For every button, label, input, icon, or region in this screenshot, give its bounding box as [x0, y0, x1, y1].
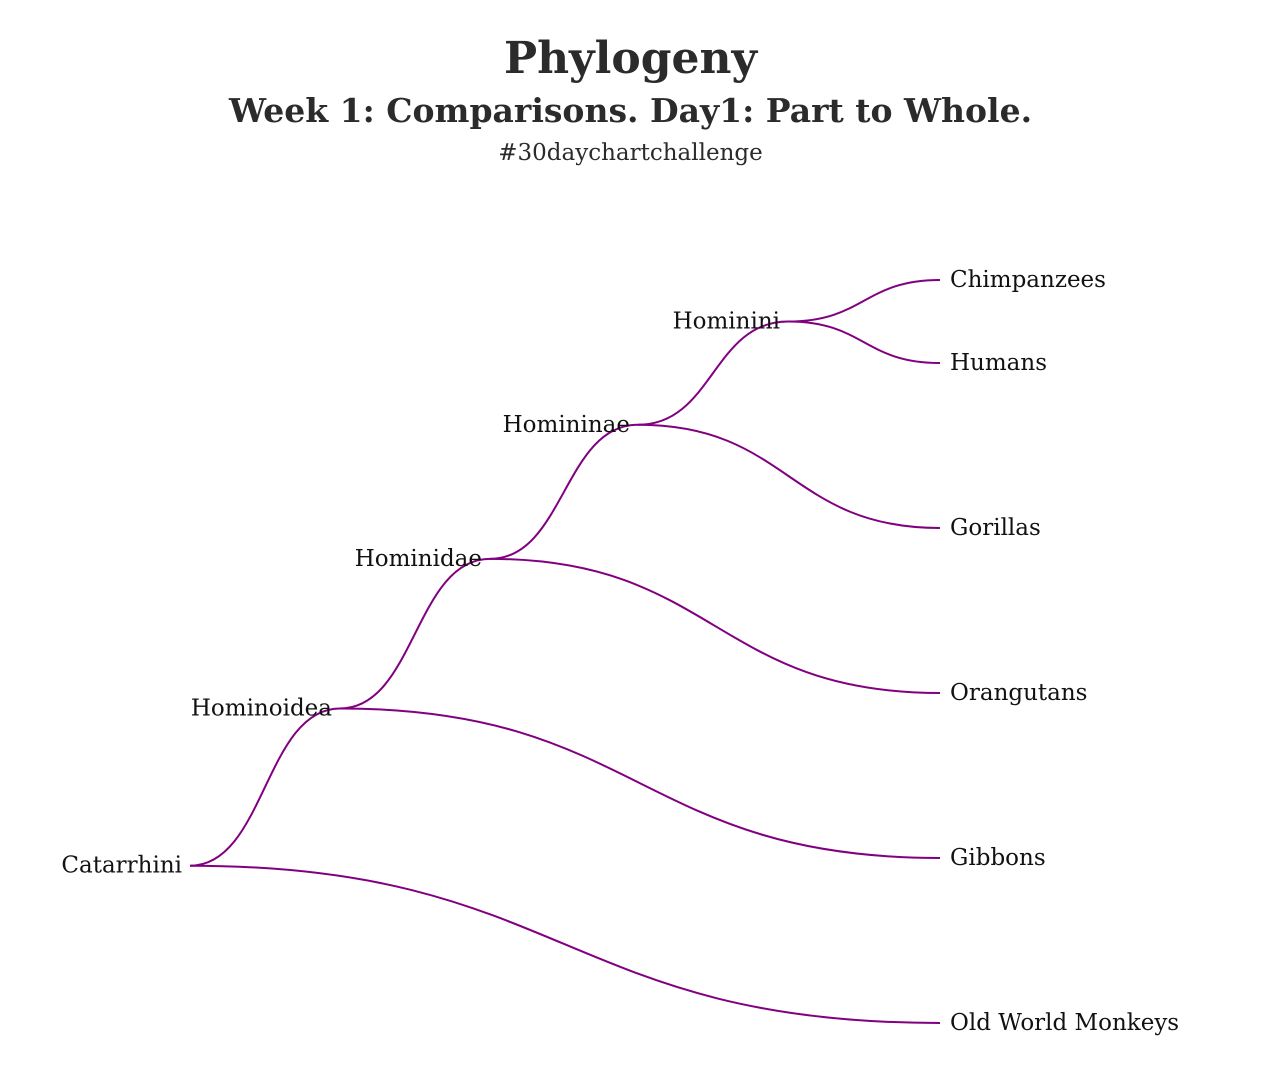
branch-hominoidea-to-hominidae — [339, 557, 491, 710]
branch-homininae-to-gorillas — [637, 423, 941, 529]
branch-hominini-to-chimpanzees — [787, 279, 941, 323]
leaf-label-gibbons: Gibbons — [950, 845, 1046, 871]
branch-catarrhini-to-old-world-monkeys — [189, 864, 941, 1024]
tree-labels: Catarrhini Hominoidea Old World Monkeys Hom… — [61, 267, 1179, 1036]
leaf-label-chimpanzees: Chimpanzees — [950, 267, 1106, 293]
branch-homininae-to-hominini — [637, 320, 789, 426]
tree-branches — [189, 279, 941, 1024]
clade-label-hominoidea: Hominoidea — [191, 695, 332, 721]
branch-hominoidea-to-gibbons — [339, 707, 941, 859]
leaf-label-gorillas: Gorillas — [950, 515, 1041, 541]
branch-catarrhini-to-hominoidea — [189, 707, 341, 867]
page-title: Phylogeny — [503, 33, 758, 84]
branch-hominidae-to-homininae — [489, 423, 639, 560]
hashtag-caption: #30daychartchallenge — [498, 140, 763, 166]
branch-hominidae-to-orangutans — [489, 557, 941, 694]
clade-label-catarrhini: Catarrhini — [61, 853, 182, 879]
clade-label-homininae: Homininae — [503, 412, 630, 438]
leaf-label-humans: Humans — [950, 350, 1047, 376]
page-subtitle: Week 1: Comparisons. Day1: Part to Whole… — [228, 91, 1033, 130]
leaf-label-orangutans: Orangutans — [950, 680, 1087, 706]
leaf-label-old-world-monkeys: Old World Monkeys — [950, 1010, 1179, 1036]
clade-label-hominidae: Hominidae — [355, 546, 482, 572]
branch-hominini-to-humans — [787, 320, 941, 364]
clade-label-hominini: Hominini — [673, 309, 780, 335]
